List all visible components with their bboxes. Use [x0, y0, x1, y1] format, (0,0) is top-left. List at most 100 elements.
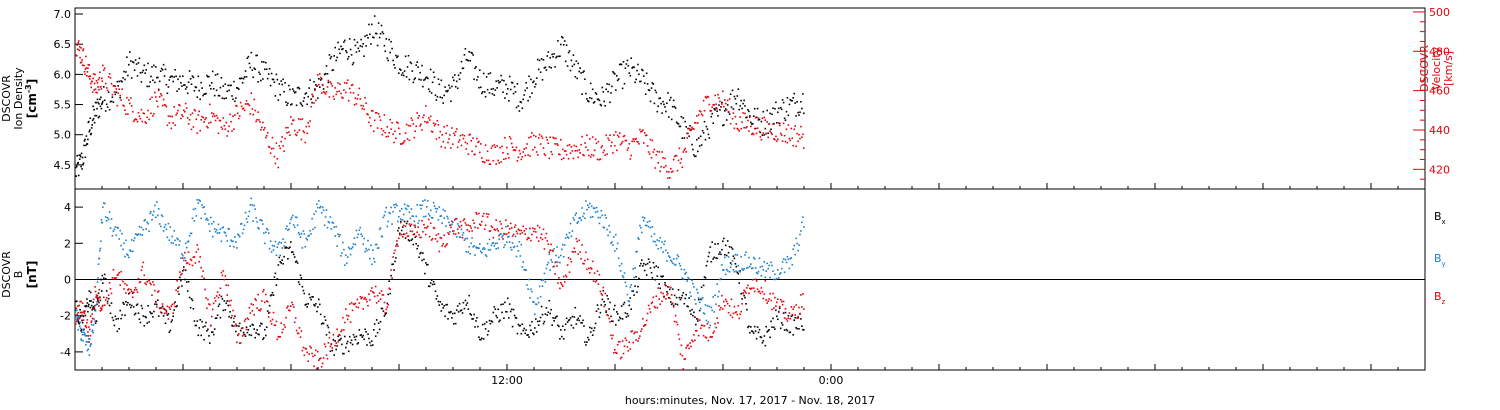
bz-series-point [180, 273, 182, 276]
by-series-point [171, 235, 173, 238]
density-series-point [518, 110, 521, 112]
bx-series-point [365, 331, 367, 333]
bx-series-point [96, 297, 99, 300]
by-series-point [607, 234, 609, 237]
by-series-point [250, 197, 253, 200]
velocity-series-point [546, 139, 549, 141]
density-series-point [548, 66, 551, 68]
by-series-point [628, 300, 631, 303]
density-series-point [781, 99, 784, 101]
velocity-series-point [245, 100, 248, 102]
velocity-y-tick-label: 460 [1429, 85, 1450, 98]
density-series-point [786, 97, 789, 99]
bz-series-point [697, 318, 699, 320]
density-series-point [658, 97, 660, 100]
by-series-point [216, 232, 219, 234]
velocity-series-point [715, 103, 717, 105]
velocity-series-point [77, 42, 79, 44]
bz-series-point [794, 314, 796, 316]
b-axis-title-line: B [12, 271, 25, 279]
bx-series-point [630, 308, 632, 310]
by-series-point [677, 255, 680, 258]
bz-series-point [798, 306, 800, 309]
velocity-series-point [657, 162, 659, 164]
velocity-series-point [492, 160, 495, 162]
bz-series-point [99, 296, 101, 299]
bx-series-point [715, 257, 717, 259]
bz-series-point [124, 282, 126, 285]
density-series-point [124, 78, 126, 81]
velocity-series-point [502, 152, 504, 154]
bx-series-point [407, 239, 410, 241]
bz-series-point [596, 270, 599, 272]
velocity-series-point [132, 120, 135, 123]
density-series-point [270, 72, 273, 75]
bz-series-point [552, 250, 554, 252]
velocity-series-point [211, 112, 213, 114]
by-series-point [456, 223, 459, 225]
bz-series-point [501, 227, 503, 230]
bz-series-point [570, 260, 573, 263]
bx-series-point [456, 305, 459, 307]
bz-series-point [516, 232, 519, 235]
bz-series-point [670, 286, 672, 289]
density-series-point [557, 40, 559, 42]
velocity-series-point [554, 143, 556, 145]
bx-series-point [153, 310, 155, 313]
density-series-point [330, 55, 333, 58]
bz-series-point [368, 293, 370, 295]
velocity-series-point [689, 129, 691, 132]
velocity-series-point [146, 116, 148, 119]
bx-series-point [101, 290, 103, 292]
bx-series-point [301, 285, 304, 288]
by-series-point [534, 313, 536, 315]
density-series-point [344, 39, 346, 42]
bx-series-point [698, 309, 701, 312]
velocity-series-point [697, 114, 700, 116]
density-series-point [126, 56, 128, 58]
bz-series-point [290, 305, 292, 307]
by-series-point [108, 211, 111, 213]
bz-series-point [243, 320, 246, 322]
density-series-point [228, 89, 230, 92]
density-series-point [118, 80, 120, 83]
bz-series-point [486, 216, 489, 218]
by-series-point [608, 224, 610, 227]
bz-series-point [448, 233, 450, 235]
density-series-point [504, 97, 506, 99]
by-series-point [687, 276, 689, 279]
by-series-point [288, 228, 290, 231]
velocity-series-point [474, 153, 476, 156]
velocity-series-point [658, 151, 660, 153]
velocity-series-point [796, 132, 798, 135]
bx-series-point [762, 340, 765, 342]
by-series-point [693, 286, 695, 288]
bx-series-point [562, 338, 565, 340]
density-series-point [498, 81, 500, 84]
density-series-point [671, 105, 674, 108]
velocity-series-point [118, 88, 120, 90]
density-series-point [592, 102, 595, 104]
by-series-point [263, 232, 265, 234]
by-series-point [310, 233, 312, 235]
bz-series-point [356, 298, 359, 301]
bz-series-point [213, 297, 216, 299]
bx-series-point [303, 292, 306, 295]
by-series-point [712, 296, 714, 298]
by-series-point [694, 298, 696, 301]
bz-series-point [572, 251, 575, 253]
bz-series-point [232, 309, 234, 312]
bz-series-point [346, 318, 349, 321]
by-series-point [785, 261, 788, 264]
by-series-point [645, 224, 648, 227]
velocity-series-point [377, 113, 380, 115]
bx-series-point [99, 299, 102, 302]
bx-series-point [561, 335, 563, 338]
by-series-point [158, 223, 161, 225]
bx-series-point [219, 316, 222, 319]
bx-series-point [94, 322, 97, 324]
bz-series-point [138, 281, 141, 284]
density-series-point [625, 63, 628, 65]
by-series-point [265, 227, 268, 230]
by-series-point [432, 201, 435, 204]
